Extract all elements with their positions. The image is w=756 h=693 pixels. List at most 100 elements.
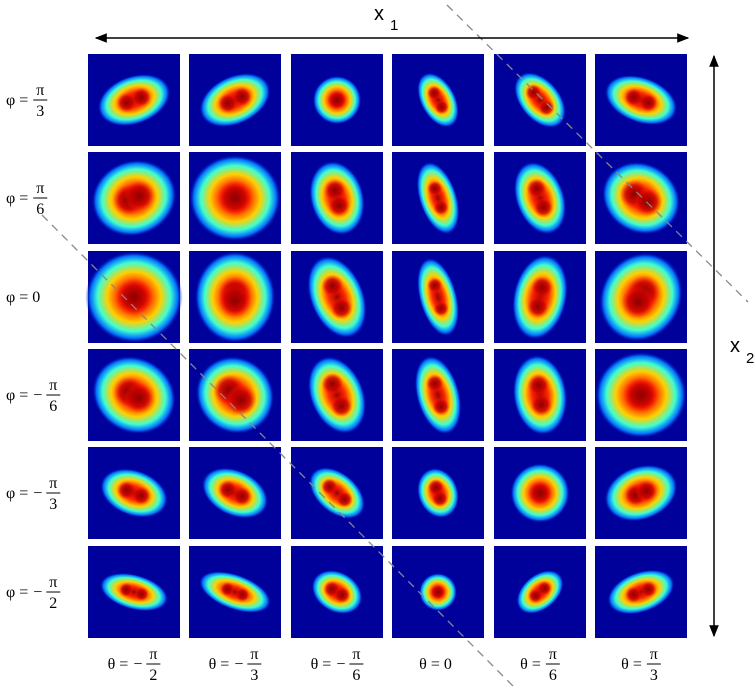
label-numerator: π (36, 180, 44, 197)
blob-core (427, 180, 443, 197)
label: θ = −π 6 (311, 646, 364, 684)
blob-core (538, 99, 555, 116)
blob-core (427, 277, 443, 294)
blob (92, 355, 176, 435)
blob (419, 573, 457, 611)
blob-core (431, 490, 449, 507)
label-sign: − (33, 584, 42, 601)
blob (512, 354, 568, 436)
labels: φ =π3φ =π6φ = 0φ = −π6φ = −π3φ = −π2θ = −π2θ… (6, 82, 661, 684)
label-lhs: θ = (108, 656, 129, 673)
blob-halo (99, 572, 169, 612)
blob-core (218, 284, 252, 318)
label-denominator: 6 (36, 201, 44, 218)
x1-label: x (374, 3, 384, 25)
blob-halo (198, 571, 272, 613)
blob-core (427, 85, 442, 101)
label-lhs: φ = (6, 190, 28, 207)
blob-core (328, 194, 351, 217)
blob (199, 72, 271, 128)
blob (417, 72, 459, 128)
blob-halo (307, 255, 367, 339)
label: θ = −π 3 (209, 646, 262, 684)
label-lhs: φ = (6, 92, 28, 109)
label-denominator: 3 (650, 667, 658, 684)
blob-core (235, 587, 250, 602)
blob (309, 160, 365, 236)
label-sign: − (133, 656, 142, 673)
label-denominator: 2 (49, 595, 57, 612)
label-numerator: π (49, 475, 57, 492)
dashed-line (446, 4, 749, 303)
blob-halo (307, 356, 367, 434)
label-denominator: 3 (36, 103, 44, 120)
blob (416, 257, 460, 337)
label: φ = π 3 (6, 82, 48, 120)
blob (189, 154, 281, 242)
blob-core (232, 86, 253, 107)
label-denominator: 6 (549, 667, 557, 684)
blob-core (330, 297, 353, 320)
label: θ = π 6 (520, 646, 560, 684)
blob-core (321, 372, 344, 395)
panel-grid (85, 54, 687, 638)
blob-core (232, 487, 252, 506)
blob-core (621, 285, 655, 319)
label-lhs: φ = (6, 584, 28, 601)
label-lhs: θ = (311, 656, 332, 673)
label-numerator: π (352, 646, 360, 663)
label-numerator: π (49, 574, 57, 591)
label-lhs: θ = (520, 656, 541, 673)
label-numerator: π (250, 646, 258, 663)
blob-core (321, 478, 338, 495)
blob (417, 467, 459, 519)
label-lhs: θ = (209, 656, 230, 673)
blob-core (434, 99, 449, 115)
blob (85, 251, 183, 343)
blob-halo (414, 355, 462, 435)
blob-core (218, 480, 238, 499)
blob (514, 71, 566, 129)
label-denominator: 6 (49, 398, 57, 415)
label-numerator: π (149, 646, 157, 663)
blob-core (525, 84, 542, 101)
blob-core (116, 92, 137, 113)
label: θ = 0 (419, 656, 452, 673)
blob-core (217, 180, 253, 216)
blob-core (530, 393, 553, 416)
blob (516, 570, 564, 614)
blob-core (639, 93, 658, 113)
label-numerator: π (49, 377, 57, 394)
label: φ = 0 (6, 289, 40, 306)
blob (308, 467, 366, 519)
label-sign: − (33, 485, 42, 502)
label-sign: − (234, 656, 243, 673)
label: φ = −π 3 (6, 475, 61, 513)
blob (604, 464, 678, 522)
blob (307, 255, 367, 339)
blob-halo (416, 161, 460, 235)
blob (414, 355, 462, 435)
label: φ = π 6 (6, 180, 48, 218)
blob-core (526, 178, 547, 199)
blob-core (526, 295, 549, 318)
blob (99, 572, 169, 612)
blob-core (131, 87, 152, 108)
blob-core (433, 199, 449, 216)
blob-core (633, 187, 663, 217)
label-numerator: π (650, 646, 658, 663)
blob (307, 356, 367, 434)
blob (198, 571, 272, 613)
blob-core (119, 582, 134, 598)
blob-core (527, 480, 553, 506)
label-lhs: θ = 0 (419, 656, 452, 673)
blob-halo (513, 161, 567, 235)
label: θ = π 3 (621, 646, 661, 684)
label-lhs: φ = (6, 387, 28, 404)
label: θ = −π 2 (108, 646, 161, 684)
label-lhs: θ = (621, 656, 642, 673)
blob (194, 251, 276, 343)
x2-subscript: 2 (746, 350, 754, 367)
blob-core (220, 582, 235, 597)
label-denominator: 3 (250, 667, 258, 684)
